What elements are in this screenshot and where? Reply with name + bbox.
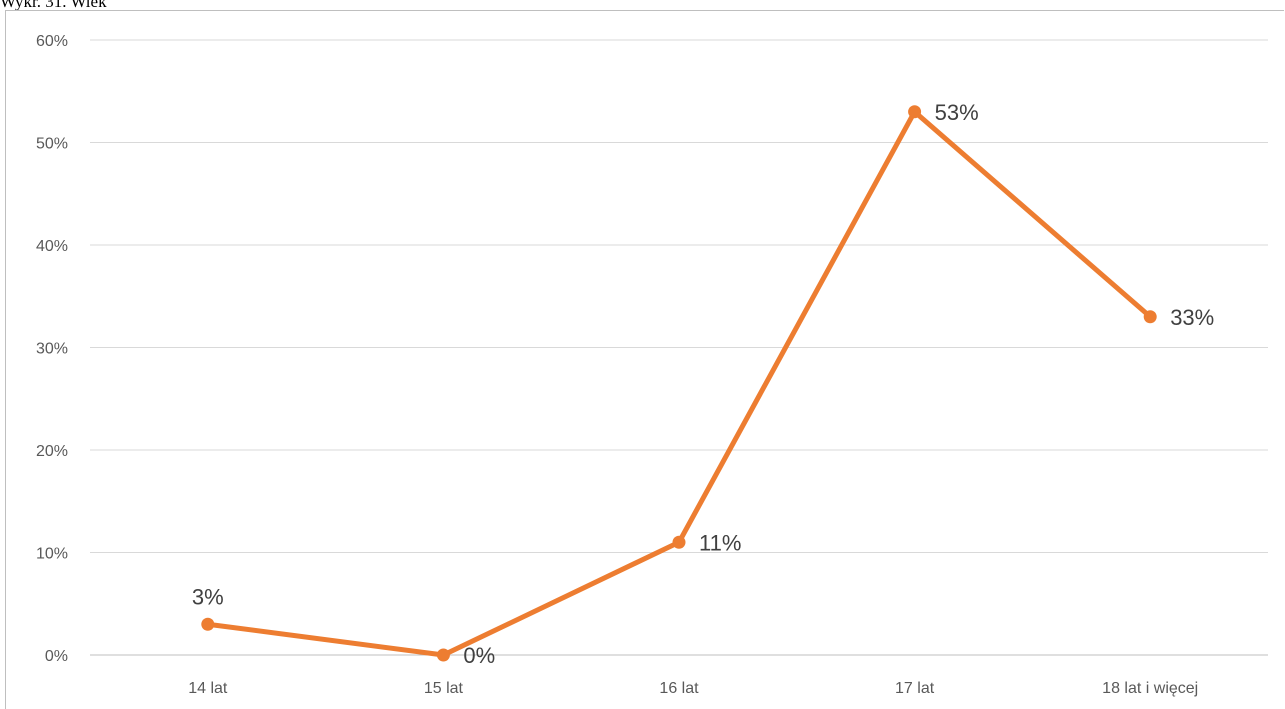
x-tick-label: 16 lat <box>659 680 699 697</box>
y-tick-label: 40% <box>36 238 68 255</box>
y-axis-tick-labels: 0% 10% 20% 30% 40% 50% 60% <box>36 33 68 665</box>
data-point <box>436 648 450 662</box>
y-tick-label: 30% <box>36 341 68 358</box>
x-axis-tick-labels: 14 lat 15 lat 16 lat 17 lat 18 lat i więcej <box>188 680 1198 697</box>
y-tick-label: 60% <box>36 33 68 50</box>
data-labels: 3% 0% 11% 53% 33% <box>192 100 1214 668</box>
y-tick-label: 0% <box>45 648 68 665</box>
data-point <box>672 535 686 549</box>
chart-area <box>5 10 1284 709</box>
x-tick-label: 14 lat <box>188 680 228 697</box>
x-tick-label: 17 lat <box>895 680 935 697</box>
x-tick-label: 15 lat <box>424 680 464 697</box>
y-tick-label: 20% <box>36 443 68 460</box>
series-line <box>207 109 1152 658</box>
data-points <box>201 105 1157 662</box>
data-point <box>201 617 215 631</box>
data-label: 33% <box>1170 305 1214 330</box>
data-label: 3% <box>192 584 224 609</box>
data-label: 11% <box>699 530 741 555</box>
data-point <box>908 105 922 119</box>
data-label: 53% <box>935 100 979 125</box>
y-tick-label: 10% <box>36 546 68 563</box>
gridlines <box>90 39 1268 656</box>
data-label: 0% <box>463 643 495 668</box>
x-tick-label: 18 lat i więcej <box>1102 680 1198 697</box>
series-line-group <box>207 109 1152 658</box>
figure-caption: Wykr. 31. Wiek <box>0 0 107 11</box>
data-point <box>1143 310 1157 324</box>
y-tick-label: 50% <box>36 136 68 153</box>
